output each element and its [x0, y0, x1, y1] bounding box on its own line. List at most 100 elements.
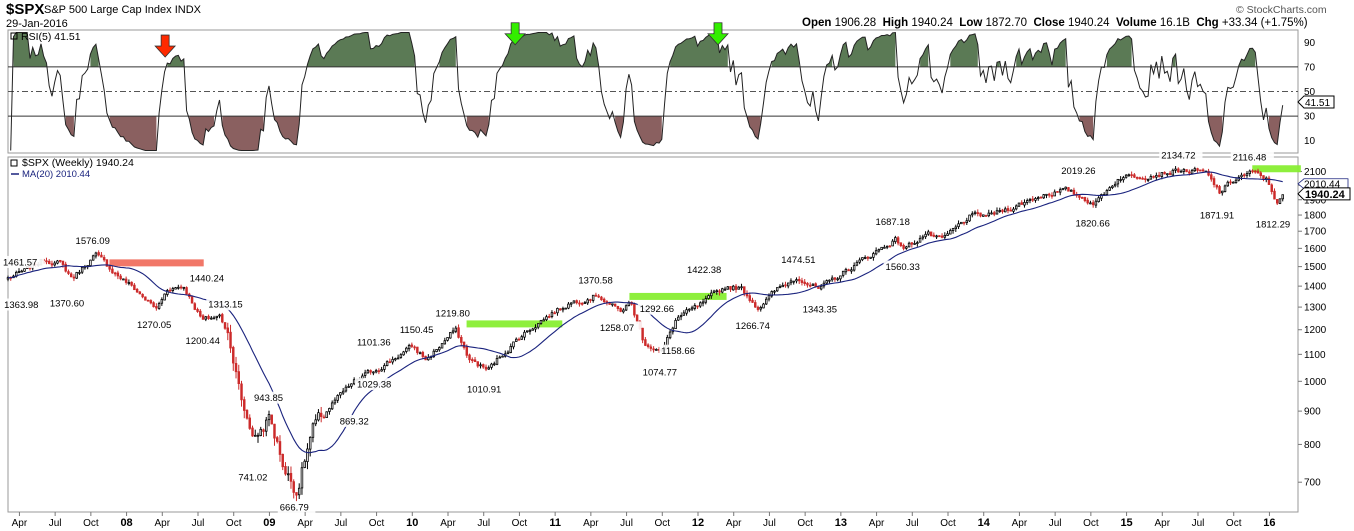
candle-body [929, 231, 933, 237]
candle-body [1122, 177, 1125, 181]
candle-body [374, 370, 378, 373]
candle-body [586, 299, 589, 304]
candle-body [556, 308, 559, 314]
candle-body [921, 236, 925, 239]
rsi-tick-label: 50 [1304, 87, 1316, 98]
quote-summary: Open 1906.28 High 1940.24 Low 1872.70 Cl… [802, 17, 1308, 29]
candle-body [564, 307, 567, 310]
candle-body [122, 278, 125, 281]
candle-body [789, 280, 793, 284]
candle-body [454, 327, 458, 332]
price-tick-label: 1900 [1304, 195, 1327, 206]
candle-body [1245, 173, 1249, 176]
price-annotation: 1266.74 [733, 319, 777, 332]
candle-body [803, 281, 806, 284]
ma-last-tag [1297, 178, 1349, 190]
candle-body [251, 427, 254, 437]
candle-body [932, 234, 936, 237]
candle-body [141, 293, 144, 298]
candle-body [990, 212, 993, 215]
candle-body [756, 306, 760, 310]
candle-body [536, 323, 540, 328]
candle-body [391, 358, 394, 363]
candle-body [256, 434, 260, 437]
index-name: S&P 500 Large Cap Index INDX [44, 4, 201, 16]
candle-body [171, 288, 175, 292]
candle-body [946, 233, 949, 236]
candle-body [1267, 177, 1271, 185]
candle-body [1146, 179, 1150, 181]
price-annotation: 2019.26 [1059, 164, 1103, 177]
candle-body [1031, 198, 1034, 201]
candle-body [47, 260, 51, 264]
candle-body [308, 436, 312, 450]
candle-body [819, 285, 823, 290]
annotation-bg [1197, 208, 1242, 221]
candle-body [644, 339, 647, 346]
candle-body [111, 268, 114, 274]
annotation-bg [1059, 164, 1103, 177]
candle-body [501, 355, 504, 358]
candle-body [811, 283, 815, 286]
x-tick-label: Apr [583, 518, 599, 529]
candle-body [583, 302, 587, 304]
candle-body [869, 256, 872, 259]
price-panel: 700 800 900 1000 1100 1200 1300 1400 1500 1600 170… [1, 148, 1351, 513]
candle-body [509, 345, 512, 353]
candle-body [102, 257, 106, 261]
candle-body [471, 359, 474, 361]
price-tick-label: 1700 [1304, 227, 1327, 238]
candle-body [1157, 174, 1161, 177]
candle-body [949, 230, 952, 235]
annotation-label: 1010.91 [467, 385, 501, 396]
annotation-bg [134, 318, 179, 331]
high-value: 1940.24 [911, 17, 953, 29]
price-annotation: 2134.72 [1159, 148, 1203, 161]
candle-body [473, 359, 477, 363]
candle-body [905, 246, 908, 249]
price-tick-label: 900 [1304, 407, 1321, 418]
x-tick-label: Jul [49, 518, 62, 529]
candle-body [166, 290, 169, 295]
candle-body [61, 260, 65, 265]
candle-body [289, 472, 293, 482]
candle-body [1105, 190, 1109, 195]
candle-body [1061, 187, 1065, 191]
candle-body [1113, 183, 1117, 187]
x-tick-label: Jul [477, 518, 490, 529]
candle-body [558, 308, 562, 311]
annotation-bg [1073, 216, 1117, 229]
candle-body [1270, 184, 1273, 192]
candle-body [1130, 174, 1133, 177]
candle-body [602, 298, 606, 303]
exchange-label: INDX [174, 4, 201, 16]
candle-body [1036, 197, 1040, 200]
candle-body [531, 328, 534, 331]
candle-body [740, 286, 743, 289]
candle-body [1179, 170, 1183, 173]
candle-body [45, 260, 48, 263]
x-tick-label: 10 [406, 517, 418, 529]
high-label: High [882, 17, 909, 29]
price-frame [7, 156, 1299, 513]
stockcharts-brand[interactable]: © StockCharts.com [1236, 4, 1327, 16]
candle-body [1174, 168, 1177, 171]
candle-body [883, 246, 886, 249]
candle-body [674, 319, 677, 330]
candle-body [773, 290, 776, 293]
candle-body [402, 351, 405, 356]
x-tick-label: Oct [1226, 518, 1242, 529]
price-last-tag [1297, 187, 1351, 201]
candle-body [880, 246, 883, 251]
annotation-bg [433, 307, 477, 320]
candle-body [292, 481, 295, 493]
x-tick-label: 11 [549, 517, 561, 529]
candle-body [451, 330, 455, 333]
candle-body [767, 295, 771, 300]
candle-body [542, 319, 545, 322]
x-tick-label: Jul [763, 518, 776, 529]
candle-body [836, 278, 839, 281]
candle-body [319, 412, 323, 417]
